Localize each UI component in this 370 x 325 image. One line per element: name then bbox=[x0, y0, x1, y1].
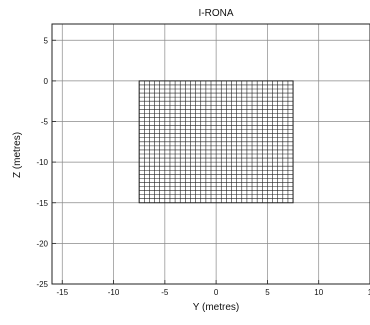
x-axis-label: Y (metres) bbox=[193, 302, 240, 313]
y-tick-label: -5 bbox=[41, 118, 49, 127]
y-tick-label: -15 bbox=[36, 199, 48, 208]
x-tick-labels: -15 -10 -5 0 5 10 1 bbox=[56, 288, 370, 297]
x-tick-label: 0 bbox=[214, 288, 219, 297]
plot-frame bbox=[51, 23, 370, 285]
y-axis-label: Z (metres) bbox=[12, 132, 23, 178]
x-tick-label: 1 bbox=[368, 288, 370, 297]
y-tick-label: -10 bbox=[36, 158, 48, 167]
y-tick-labels: 5 0 -5 -10 -15 -20 -25 bbox=[36, 36, 48, 289]
chart-title: I-RONA bbox=[199, 8, 234, 19]
x-tick-label: -10 bbox=[108, 288, 120, 297]
x-tick-label: -15 bbox=[56, 288, 68, 297]
x-tick-label: 5 bbox=[265, 288, 270, 297]
x-tick-label: -5 bbox=[161, 288, 169, 297]
y-tick-label: -25 bbox=[36, 280, 48, 289]
y-tick-label: -20 bbox=[36, 239, 48, 248]
y-tick-label: 5 bbox=[44, 36, 49, 45]
x-tick-label: 10 bbox=[314, 288, 323, 297]
y-tick-label: 0 bbox=[44, 77, 49, 86]
mesh-grid bbox=[138, 80, 294, 204]
